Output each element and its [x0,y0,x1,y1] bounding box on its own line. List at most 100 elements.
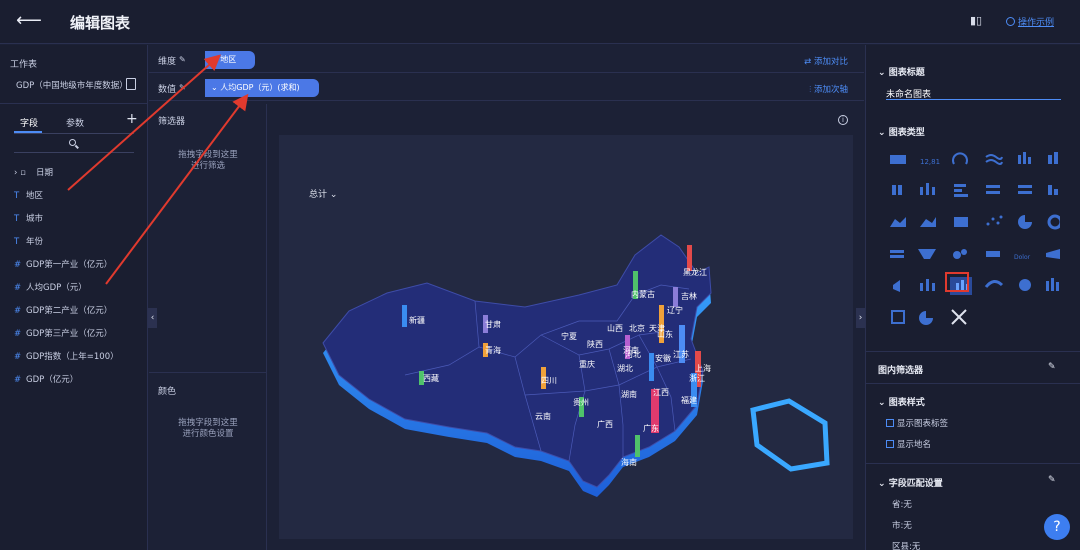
help-button[interactable]: ? [1044,514,1070,540]
donut-chart-icon[interactable] [1047,214,1060,230]
wordcloud-icon[interactable] [986,251,1000,257]
stacked-horizontal-icon[interactable] [986,185,1000,194]
field-item-gdp3[interactable]: # GDP第三产业（亿元） [14,327,112,339]
pencil-icon[interactable]: ✎ [1048,362,1056,372]
province-label: 宁夏 [561,331,577,341]
preview-icon[interactable]: ▮▯ [970,14,983,27]
grouped-bar-icon[interactable] [892,185,902,195]
section-label: 图表样式 [888,398,925,408]
add-compare-button[interactable]: ⇄ 添加对比 [804,57,848,67]
top-bar: ⟵ 编辑图表 ▮▯ 操作示例 [0,0,1080,44]
globe-icon[interactable] [1019,279,1031,291]
bar-hainan [635,435,640,457]
bubble-chart-icon[interactable] [953,249,967,259]
horizontal-bar-icon[interactable] [954,184,968,197]
flow-map-icon[interactable] [984,280,1004,288]
workspace-label: 工作表 [10,60,38,70]
play-circle-icon [1006,17,1015,26]
text-chart-icon[interactable]: Dolor [1014,254,1031,261]
arrow-left-icon[interactable]: ⟵ [16,10,42,31]
province-labels: 新疆 西藏 青海 甘肃 内蒙古 黑龙江 吉林 辽宁 宁夏 陕西 山西 北京 天津… [409,267,711,467]
boxplot-icon[interactable] [920,279,935,291]
total-dropdown[interactable]: 总计 ⌄ [309,190,338,200]
calendar-chart-icon[interactable] [891,310,905,324]
funnel-chart-icon[interactable] [918,249,936,259]
chart-title-input[interactable]: 未命名图表 [886,90,932,100]
tab-params[interactable]: 参数 [66,119,85,129]
bar-chart-icon[interactable] [1018,152,1031,164]
filter-hint-line1: 拖拽字段到这里 [178,150,238,160]
pencil-icon[interactable]: ✎ [1048,475,1056,485]
diverging-bar-icon[interactable] [1048,185,1058,195]
table-chart-icon[interactable] [890,155,906,164]
province-label: 西藏 [423,373,439,383]
field-label: 城市 [26,214,44,224]
chart-type-section[interactable]: ⌄ 图表类型 [878,128,925,138]
sankey-chart-icon[interactable] [1046,249,1060,259]
text-type-icon: T [14,191,20,201]
add-secondary-axis-button[interactable]: ⫶ 添加次轴 [809,85,848,95]
column-chart-icon[interactable] [920,183,935,195]
chart-title-section[interactable]: ⌄ 图表标题 [878,68,925,78]
scatter-chart-icon[interactable] [986,215,1003,226]
field-item-gdp2[interactable]: # GDP第二产业（亿元） [14,304,112,316]
search-icon[interactable] [68,138,80,150]
field-item-date[interactable]: › ▫ 日期 [14,166,53,178]
checkbox-icon[interactable] [886,419,894,427]
info-icon[interactable]: i [838,115,848,125]
add-icon[interactable]: + [126,111,138,127]
add-compare-label: 添加对比 [813,57,848,67]
pencil-icon[interactable]: ✎ [179,83,186,92]
pie-chart-icon[interactable] [1018,215,1032,229]
province-label: 甘肃 [485,319,501,329]
cross-chart-icon[interactable] [951,309,967,325]
field-item-gdp-per-capita[interactable]: # 人均GDP（元） [14,281,87,293]
checkbox-icon[interactable] [886,440,894,448]
stacked-bar-icon[interactable] [1048,152,1058,164]
help-link-label: 操作示例 [1018,18,1055,28]
bar-xizang [419,371,424,385]
kpi-chart-icon[interactable]: 12,81 [920,158,940,166]
dimension-row: 维度 ✎ ⌄ 地区 ⇄ 添加对比 [149,47,864,73]
tab-divider [14,133,134,134]
total-dropdown-label: 总计 [309,190,328,200]
chart-canvas: 新疆 西藏 青海 甘肃 内蒙古 黑龙江 吉林 辽宁 宁夏 陕西 山西 北京 天津… [279,135,853,539]
field-item-city[interactable]: T 城市 [14,212,43,224]
field-map-section[interactable]: ⌄ 字段匹配设置 [878,479,943,489]
province-label: 海南 [621,457,637,467]
field-item-gdp1[interactable]: # GDP第一产业（亿元） [14,258,112,270]
map-surface [322,234,712,488]
area-chart-icon[interactable] [890,217,906,227]
rose-chart-icon[interactable] [919,311,933,325]
radar-chart-icon[interactable] [893,280,900,292]
range-bar-icon[interactable] [1046,278,1059,291]
gantt-chart-icon[interactable] [890,250,904,258]
field-item-gdp[interactable]: # GDP（亿元） [14,373,78,385]
dataset-name[interactable]: GDP（中国地级市年度数据） [16,81,128,91]
text-type-icon: T [14,237,20,247]
divider [0,103,148,104]
tab-fields[interactable]: 字段 [20,119,39,129]
dimension-pill[interactable]: ⌄ 地区 [205,51,255,69]
show-label-checkbox[interactable]: 显示图表标签 [886,417,948,429]
city-mapping: 市:无 [892,521,912,531]
collapse-right-button[interactable]: › [856,308,865,328]
pencil-icon[interactable]: ✎ [179,55,186,64]
document-icon[interactable] [126,78,136,90]
percentage-bar-icon[interactable] [1018,185,1032,194]
search-divider [14,152,134,153]
inner-filter-section[interactable]: 图内筛选器 [878,366,924,376]
heatmap-icon[interactable] [954,217,968,227]
number-type-icon: # [14,306,22,316]
chart-style-section[interactable]: ⌄ 图表样式 [878,398,925,408]
collapse-left-button[interactable]: ‹ [148,308,157,328]
gauge-chart-icon[interactable] [952,152,968,165]
field-item-region[interactable]: T 地区 [14,189,43,201]
stacked-area-icon[interactable] [920,217,936,227]
value-pill[interactable]: ⌄ 人均GDP（元）(求和) [205,79,319,97]
show-place-checkbox[interactable]: 显示地名 [886,438,931,450]
line-chart-icon[interactable] [985,154,1003,165]
field-item-year[interactable]: T 年份 [14,235,43,247]
field-item-gdp-index[interactable]: # GDP指数（上年=100） [14,350,119,362]
help-link[interactable]: 操作示例 [1006,15,1054,28]
